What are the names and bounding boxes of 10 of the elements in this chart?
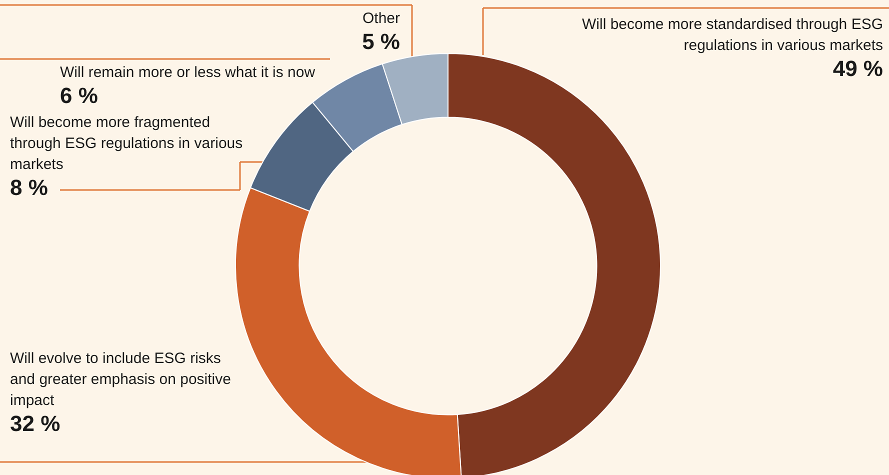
data-label: 6 %	[60, 83, 99, 109]
slice-label: Will remain more or less what it is now	[60, 63, 316, 83]
data-label: 49 %	[832, 56, 883, 82]
data-label: 32 %	[10, 411, 62, 437]
slice-label: Will evolve to include ESG risks and greater emphasis on positive impact	[10, 349, 232, 411]
data-label: 5 %	[361, 29, 400, 55]
slice-label: Will become more fragmented through ESG regulations in various markets	[10, 113, 244, 175]
slice-label: Will become more standardised through ESG regulations in various markets	[581, 15, 883, 56]
data-label: 8 %	[10, 175, 49, 201]
slice-label: Other	[361, 9, 400, 29]
